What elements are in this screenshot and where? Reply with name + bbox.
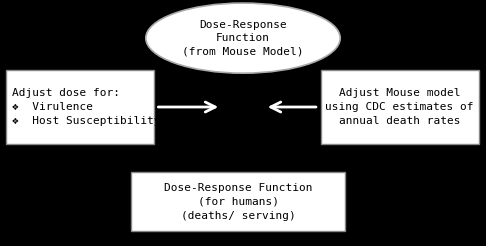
Text: Dose-Response
Function
(from Mouse Model): Dose-Response Function (from Mouse Model… xyxy=(182,20,304,56)
FancyBboxPatch shape xyxy=(321,70,479,144)
Text: Adjust dose for:
❖  Virulence
❖  Host Susceptibility: Adjust dose for: ❖ Virulence ❖ Host Susc… xyxy=(12,88,160,126)
Text: Adjust Mouse model
using CDC estimates of
annual death rates: Adjust Mouse model using CDC estimates o… xyxy=(326,88,474,126)
Ellipse shape xyxy=(146,3,340,73)
FancyBboxPatch shape xyxy=(6,70,154,144)
FancyBboxPatch shape xyxy=(131,172,345,231)
Text: Dose-Response Function
(for humans)
(deaths/ serving): Dose-Response Function (for humans) (dea… xyxy=(164,183,312,221)
